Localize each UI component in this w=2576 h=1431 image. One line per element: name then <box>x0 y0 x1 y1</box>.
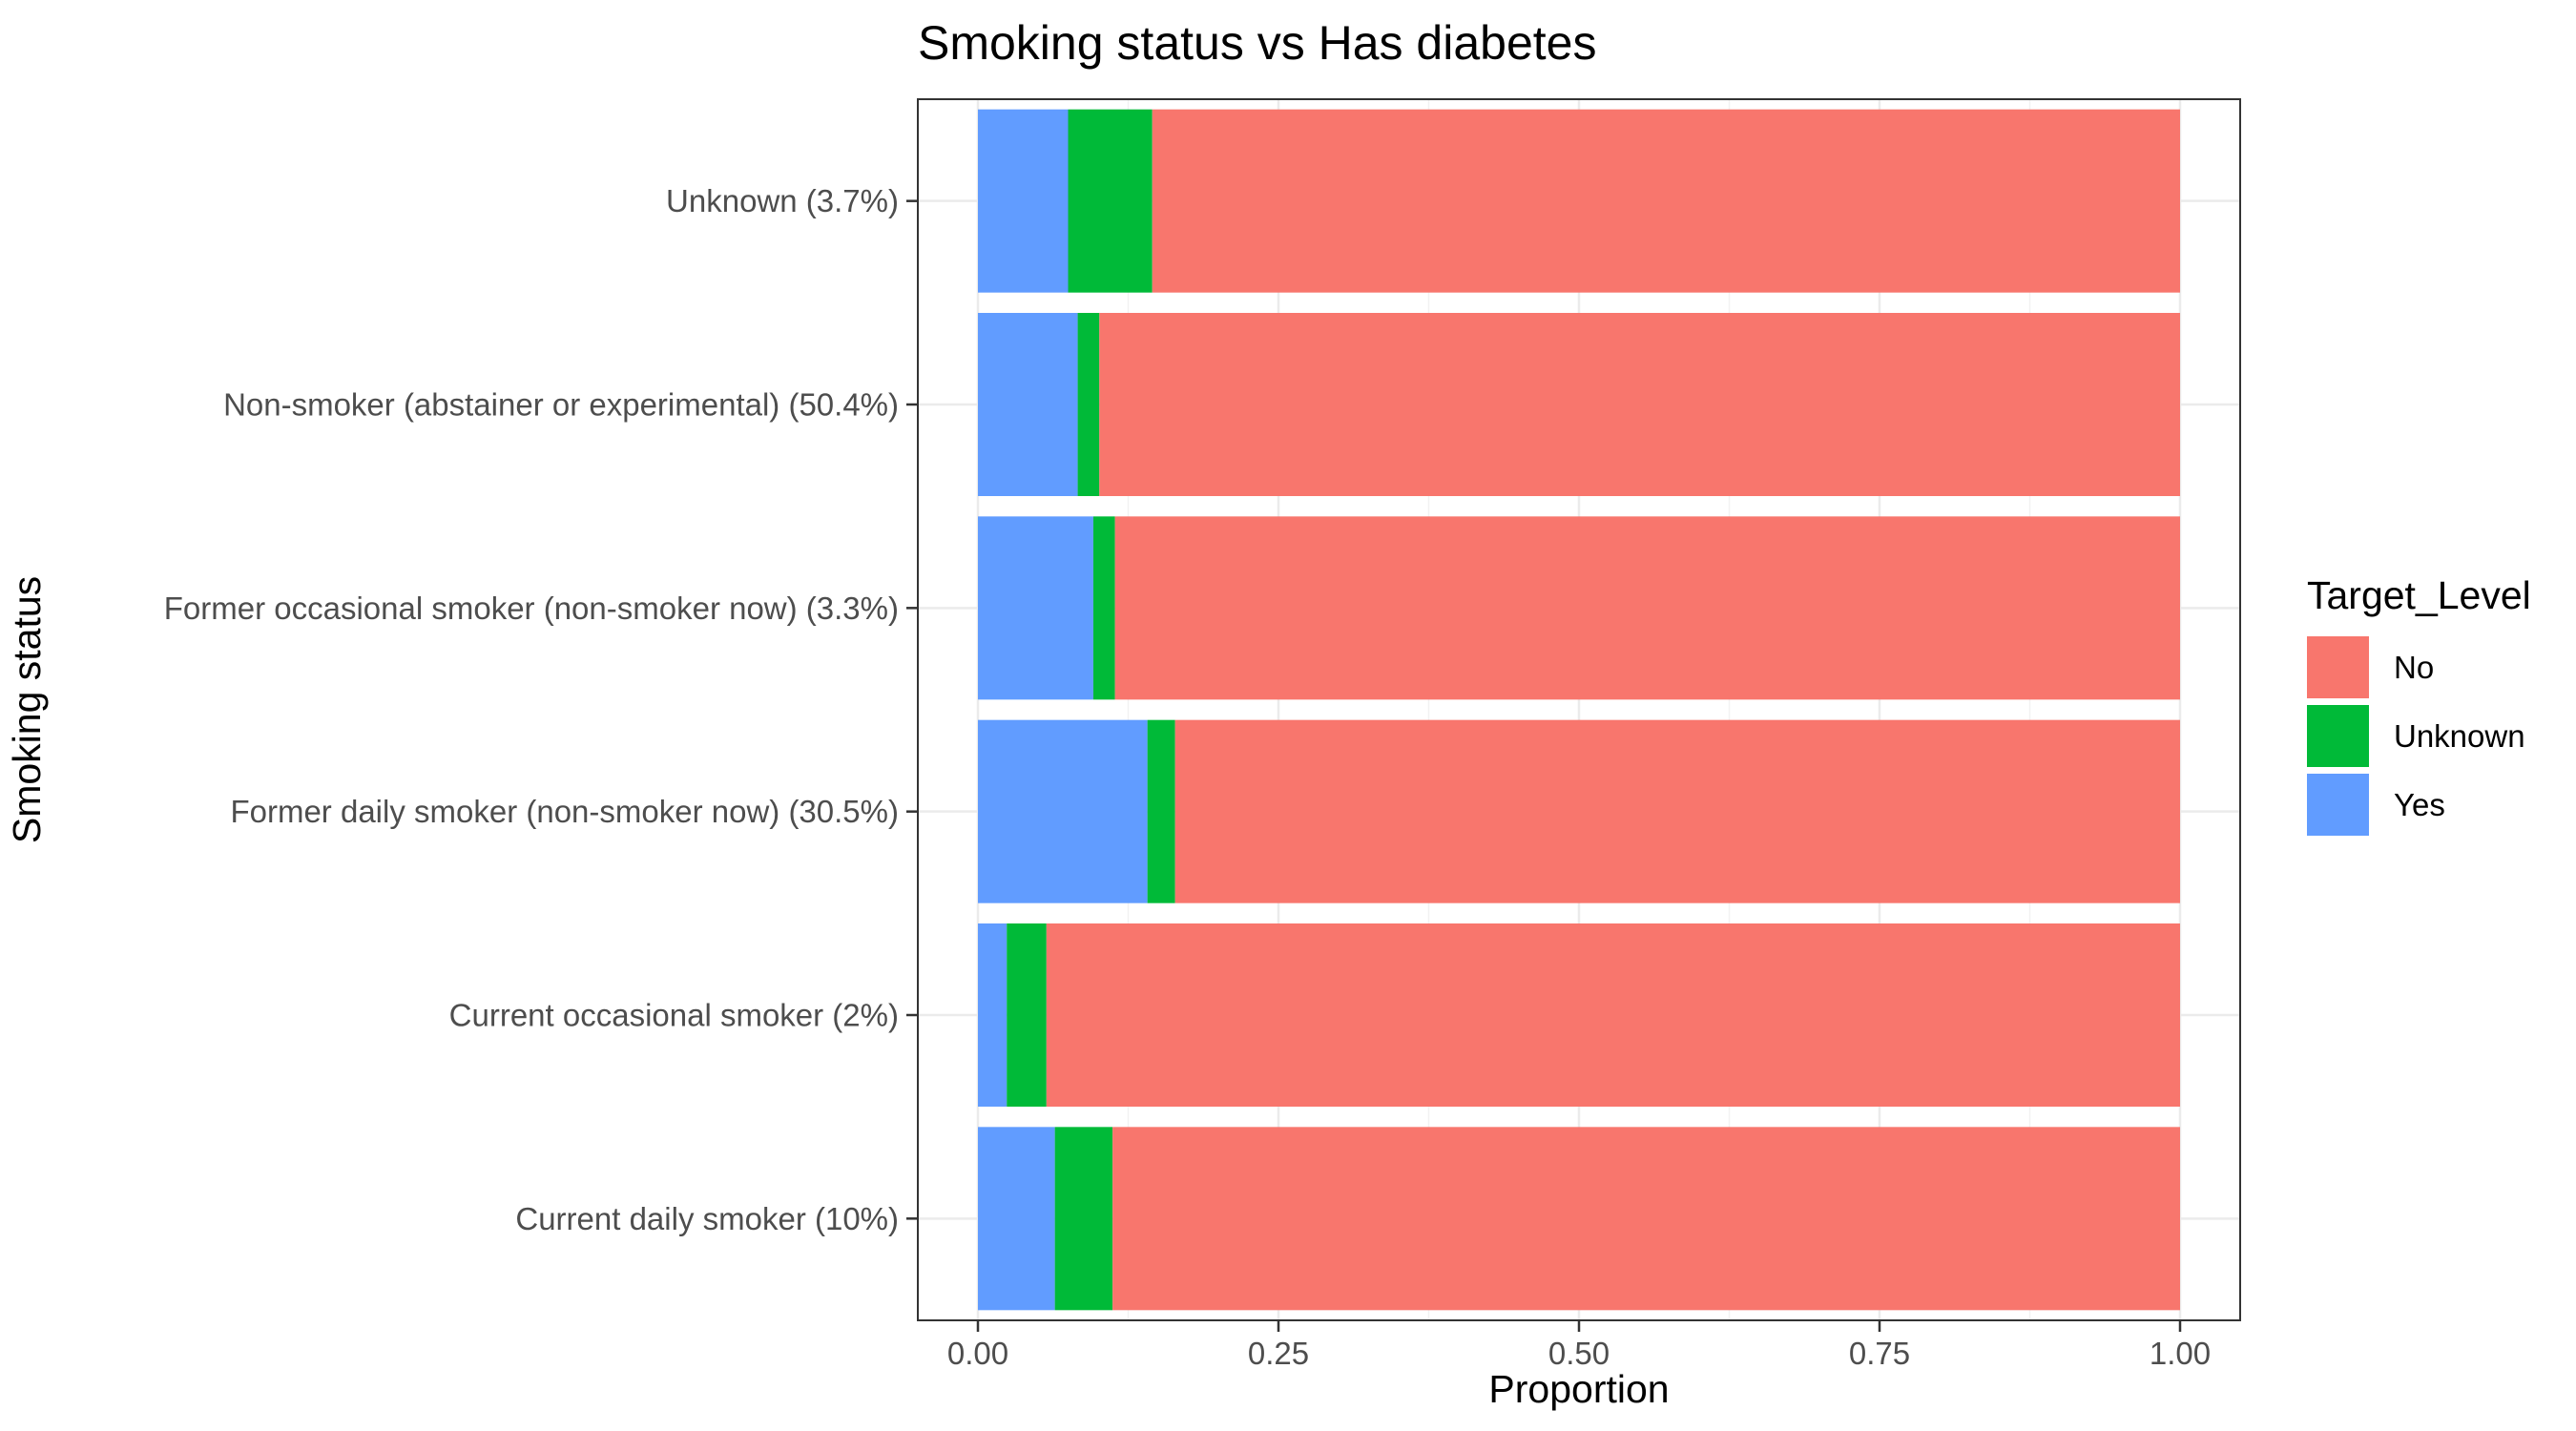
x-axis: 0.00 0.25 0.50 0.75 1.00 <box>947 1320 2211 1371</box>
legend-key-no <box>2307 636 2369 698</box>
y-axis: Unknown (3.7%) Non-smoker (abstainer or e… <box>164 183 918 1236</box>
y-tick-label: Former daily smoker (non-smoker now) (30… <box>230 794 899 829</box>
bar-segment-unknown <box>1054 1127 1113 1311</box>
bar-segment-yes <box>978 313 1078 496</box>
legend-key-unknown <box>2307 705 2369 767</box>
legend: Target_Level No Unknown Yes <box>2307 573 2531 836</box>
bar-segment-yes <box>978 923 1008 1107</box>
y-tick-label: Current daily smoker (10%) <box>515 1201 899 1236</box>
x-tick-label: 0.75 <box>1849 1336 1910 1371</box>
bar-segment-unknown <box>1092 516 1115 700</box>
legend-key-yes <box>2307 774 2369 836</box>
bar-segment-no <box>1046 923 2180 1107</box>
legend-label-yes: Yes <box>2394 787 2445 822</box>
y-tick-label: Non-smoker (abstainer or experimental) (… <box>223 387 899 423</box>
legend-label-no: No <box>2394 650 2434 685</box>
bar-segment-unknown <box>1068 109 1153 293</box>
x-tick-label: 1.00 <box>2150 1336 2211 1371</box>
legend-title: Target_Level <box>2307 573 2531 617</box>
bars-group <box>978 109 2180 1311</box>
bar-segment-unknown <box>1147 719 1175 903</box>
bar-segment-unknown <box>1077 313 1100 496</box>
bar-segment-no <box>1114 516 2180 700</box>
x-tick-label: 0.25 <box>1248 1336 1309 1371</box>
bar-segment-yes <box>978 719 1148 903</box>
bar-segment-no <box>1174 719 2180 903</box>
bar-segment-yes <box>978 109 1069 293</box>
chart-title: Smoking status vs Has diabetes <box>918 16 1596 70</box>
bar-segment-no <box>1112 1127 2180 1311</box>
y-axis-title: Smoking status <box>5 576 49 843</box>
y-tick-label: Unknown (3.7%) <box>666 183 899 218</box>
bar-segment-unknown <box>1007 923 1047 1107</box>
y-tick-label: Current occasional smoker (2%) <box>449 998 899 1033</box>
bar-segment-yes <box>978 516 1093 700</box>
bar-segment-no <box>1099 313 2180 496</box>
legend-label-unknown: Unknown <box>2394 718 2525 754</box>
y-tick-label: Former occasional smoker (non-smoker now… <box>164 591 899 626</box>
x-axis-title: Proportion <box>1488 1367 1669 1411</box>
bar-segment-yes <box>978 1127 1055 1311</box>
x-tick-label: 0.50 <box>1548 1336 1610 1371</box>
bar-segment-no <box>1152 109 2180 293</box>
x-tick-label: 0.00 <box>947 1336 1008 1371</box>
